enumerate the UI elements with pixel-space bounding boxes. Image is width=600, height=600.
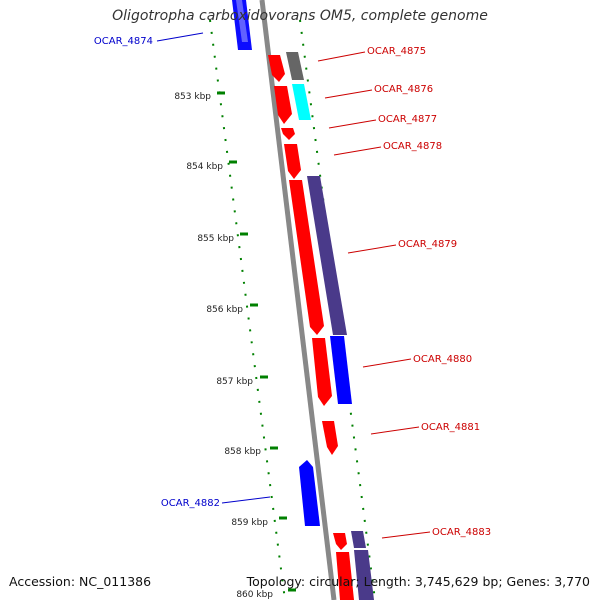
gene-ocar-4878[interactable]: [284, 144, 301, 179]
tick-label: 857 kbp: [216, 377, 253, 387]
gene-features: [232, 0, 374, 600]
scale-ticks: [217, 91, 296, 592]
gene-ocar-4880-reverse: [330, 336, 352, 404]
gene-label-ocar-4880[interactable]: OCAR_4880: [413, 354, 472, 365]
gene-label-ocar-4878[interactable]: OCAR_4878: [383, 141, 442, 152]
tick-label: 854 kbp: [186, 162, 223, 172]
genome-backbone: [259, 0, 337, 600]
gene-label-ocar-4879[interactable]: OCAR_4879: [398, 239, 457, 250]
tick-label: 859 kbp: [231, 518, 268, 528]
gene-ocar-4883[interactable]: [333, 533, 347, 550]
gene-ocar-4875-other: [286, 52, 304, 80]
gene-label-ocar-4877[interactable]: OCAR_4877: [378, 114, 437, 125]
dotted-guides: [209, 19, 376, 600]
gene-label-ocar-4874[interactable]: OCAR_4874: [94, 36, 153, 47]
genome-stats-text: Topology: circular; Length: 3,745,629 bp…: [246, 574, 590, 589]
gene-ocar-4875[interactable]: [268, 55, 285, 82]
page-title: Oligotropha carboxidovorans OM5, complet…: [112, 8, 488, 24]
gene-ocar-4874[interactable]: [232, 0, 252, 50]
gene-ocar-4882[interactable]: [299, 460, 320, 526]
gene-bottom-red: [336, 552, 354, 600]
gene-label-ocar-4875[interactable]: OCAR_4875: [367, 46, 426, 57]
tick-labels: 853 kbp 854 kbp 855 kbp 856 kbp 857 kbp …: [174, 92, 273, 600]
gene-ocar-4879[interactable]: [289, 180, 324, 335]
gene-ocar-4881[interactable]: [322, 421, 338, 455]
gene-label-ocar-4876[interactable]: OCAR_4876: [374, 84, 433, 95]
tick-label: 858 kbp: [224, 447, 261, 457]
tick-label: 860 kbp: [236, 590, 273, 600]
tick-label: 856 kbp: [206, 305, 243, 315]
gene-bottom-purple: [354, 550, 374, 600]
gene-ocar-4876-rna: [292, 84, 311, 120]
gene-labels: OCAR_4874 OCAR_4875 OCAR_4876 OCAR_4877 …: [94, 36, 491, 538]
gene-ocar-4877[interactable]: [281, 128, 295, 140]
label-leaders: [156, 32, 431, 539]
gene-label-ocar-4882[interactable]: OCAR_4882: [161, 498, 220, 509]
gene-ocar-4880[interactable]: [312, 338, 332, 406]
gene-ocar-4876[interactable]: [274, 86, 292, 124]
gene-ocar-4883-overlap: [351, 531, 366, 548]
accession-text: Accession: NC_011386: [9, 574, 152, 589]
tick-label: 853 kbp: [174, 92, 211, 102]
gene-label-ocar-4881[interactable]: OCAR_4881: [421, 422, 480, 433]
tick-label: 855 kbp: [197, 234, 234, 244]
gene-ocar-4879-overlap: [307, 176, 347, 335]
gene-label-ocar-4883[interactable]: OCAR_4883: [432, 527, 491, 538]
